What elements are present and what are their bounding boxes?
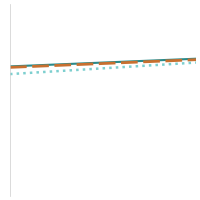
All Races <box>27 64 29 67</box>
White <box>80 63 82 66</box>
White <box>71 64 73 66</box>
Black <box>53 70 55 73</box>
All Races <box>35 64 38 67</box>
All Races <box>151 59 153 62</box>
Black <box>177 62 179 65</box>
Black <box>27 72 29 74</box>
White <box>133 61 135 63</box>
Line: White: White <box>10 60 196 67</box>
Black <box>18 72 20 75</box>
Black <box>97 67 100 70</box>
White <box>186 59 188 61</box>
Black <box>44 71 47 73</box>
All Races <box>9 65 11 68</box>
Black <box>133 65 135 68</box>
White <box>44 65 47 67</box>
White <box>124 61 126 64</box>
White <box>9 66 11 69</box>
All Races <box>159 59 162 61</box>
White <box>35 65 38 67</box>
Black <box>80 68 82 71</box>
Line: All Races: All Races <box>10 59 196 66</box>
Black <box>115 66 117 69</box>
Black <box>9 73 11 75</box>
All Races <box>97 62 100 64</box>
All Races <box>186 58 188 60</box>
White <box>53 64 55 67</box>
All Races <box>53 63 55 66</box>
White <box>97 63 100 65</box>
White <box>159 60 162 62</box>
White <box>106 62 109 65</box>
All Races <box>142 60 144 62</box>
White <box>151 60 153 63</box>
Black <box>159 64 162 66</box>
Black <box>106 67 109 69</box>
All Races <box>44 64 47 66</box>
White <box>195 58 197 61</box>
Black <box>168 63 171 65</box>
All Races <box>115 61 117 63</box>
White <box>168 60 171 62</box>
All Races <box>18 65 20 67</box>
All Races <box>106 61 109 64</box>
All Races <box>71 63 73 65</box>
Black <box>35 71 38 74</box>
White <box>115 62 117 64</box>
White <box>89 63 91 65</box>
All Races <box>133 60 135 62</box>
Black <box>62 70 64 72</box>
All Races <box>124 60 126 63</box>
All Races <box>62 63 64 65</box>
White <box>142 61 144 63</box>
All Races <box>195 58 197 60</box>
All Races <box>177 58 179 61</box>
All Races <box>168 59 171 61</box>
Black <box>89 68 91 70</box>
Black <box>186 62 188 64</box>
White <box>27 65 29 68</box>
All Races <box>89 62 91 64</box>
Black <box>151 64 153 67</box>
White <box>62 64 64 66</box>
Line: Black: Black <box>10 63 196 74</box>
White <box>177 59 179 62</box>
Black <box>142 65 144 67</box>
All Races <box>80 62 82 65</box>
Black <box>195 61 197 64</box>
White <box>18 66 20 68</box>
Black <box>71 69 73 71</box>
Black <box>124 66 126 68</box>
